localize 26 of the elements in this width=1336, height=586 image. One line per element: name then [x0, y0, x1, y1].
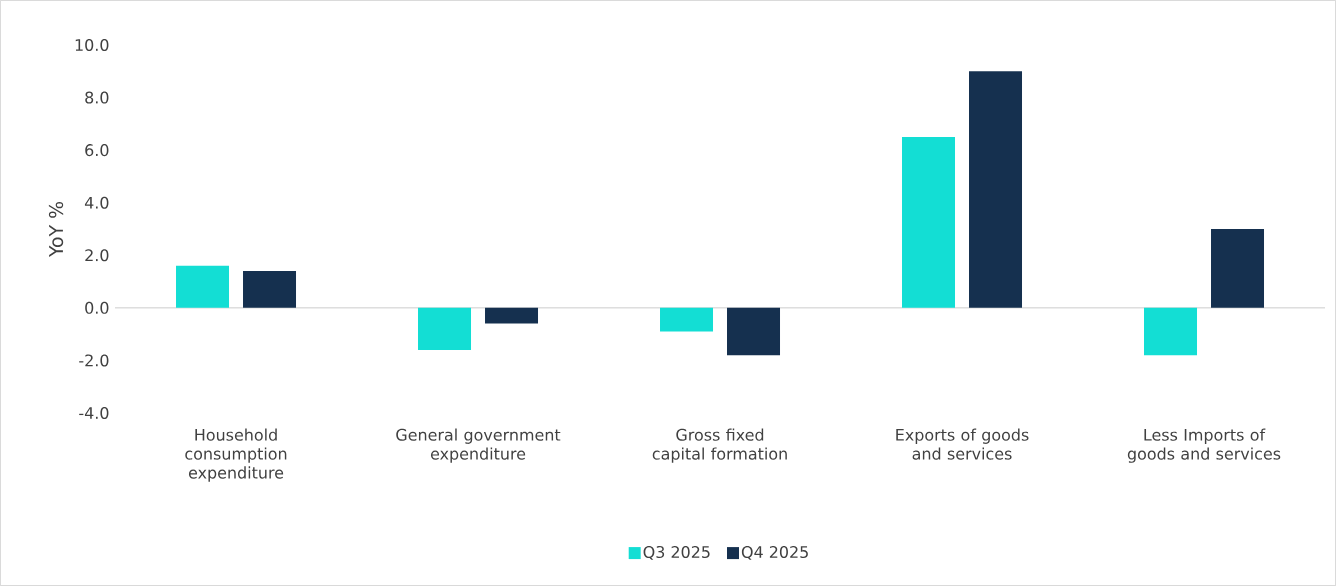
y-tick-label: 4.0 — [84, 196, 109, 209]
bar — [243, 271, 297, 308]
bar — [902, 136, 956, 308]
x-tick-label: General government expenditure — [396, 428, 561, 463]
y-tick-label: 6.0 — [85, 144, 109, 157]
legend-label: Q3 2025 — [643, 545, 710, 560]
x-tick-label: Exports of goods and services — [896, 428, 1029, 460]
legend-label: Q4 2025 — [741, 545, 808, 560]
bar — [176, 265, 230, 308]
x-tick-label: Household consumption expenditure — [185, 428, 287, 482]
x-tick-label: Gross fixed capital formation — [652, 428, 787, 463]
bar — [418, 307, 472, 350]
y-tick-label: 0.0 — [85, 301, 109, 314]
y-axis-title: YoY % — [48, 201, 64, 258]
y-tick-label: -2.0 — [79, 354, 109, 367]
y-tick-label: -4.0 — [79, 406, 109, 420]
x-tick-label: Less Imports of goods and services — [1127, 428, 1281, 463]
y-tick-label: 8.0 — [85, 91, 109, 104]
bar — [485, 307, 539, 324]
y-tick-label: 10.0 — [75, 38, 109, 52]
bar — [1211, 228, 1265, 308]
y-tick-label: 2.0 — [85, 249, 109, 262]
bar — [969, 71, 1023, 308]
bar — [727, 307, 781, 356]
bar — [660, 307, 714, 332]
bar — [1144, 307, 1198, 356]
